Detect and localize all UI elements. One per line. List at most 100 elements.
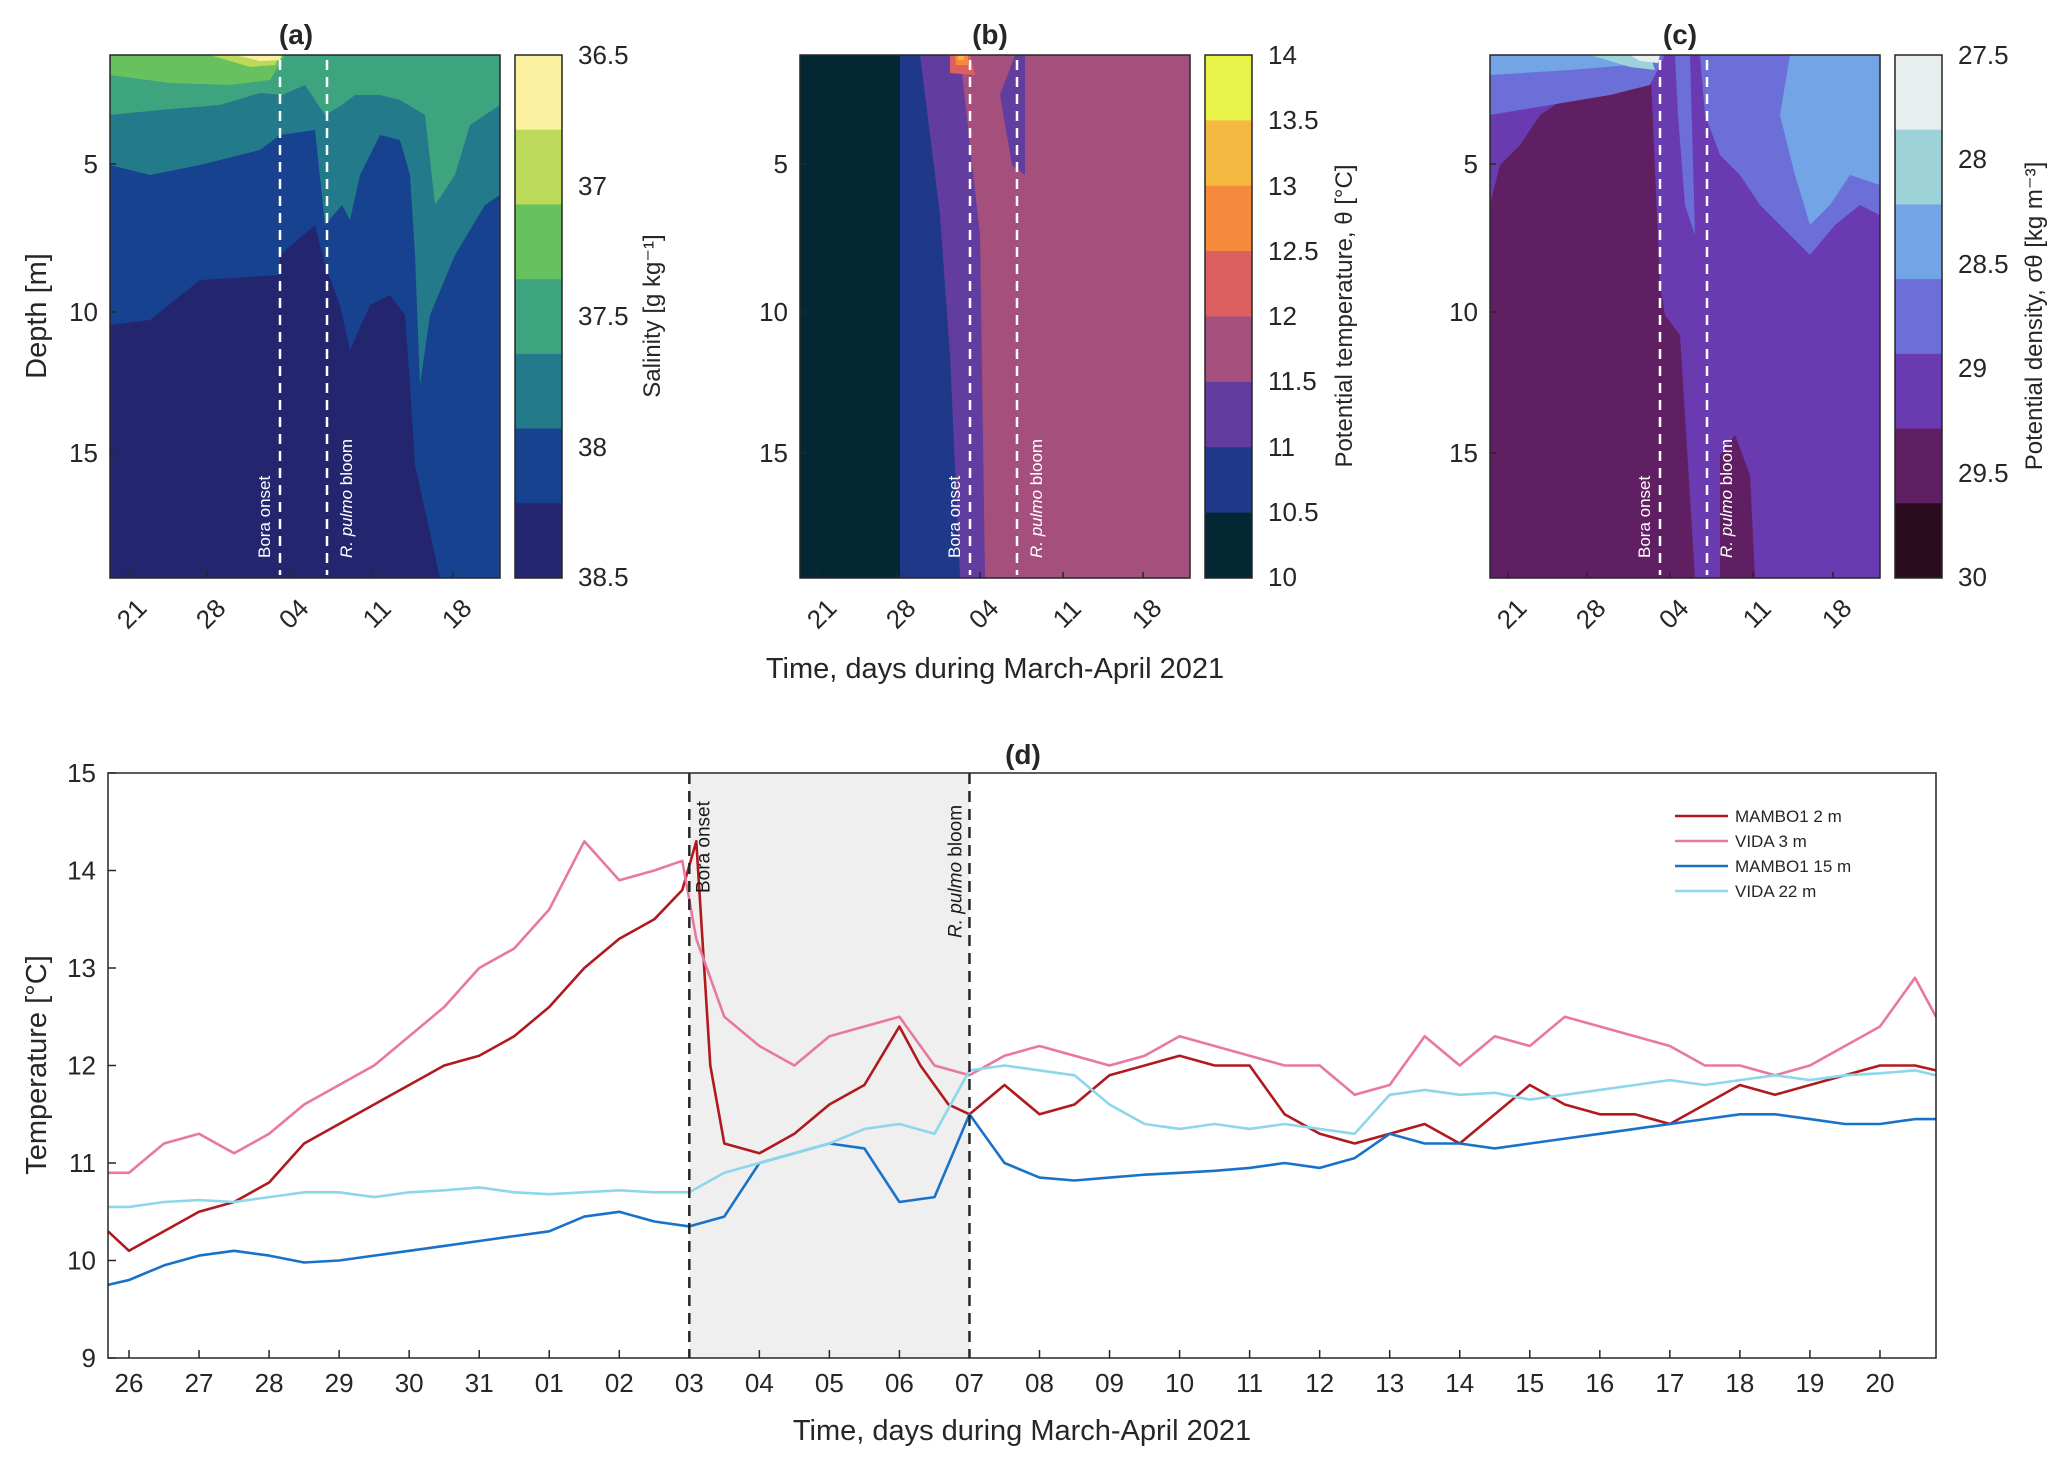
series-line-2 <box>107 1113 1936 1287</box>
panel-a-ylabel: Depth [m] <box>21 253 53 379</box>
cbar-b-tick-0: 14 <box>1268 40 1297 70</box>
cbar-b-tick-7: 10.5 <box>1268 497 1319 527</box>
panel-d-xticks: 26 27 28 29 30 31 01 02 03 04 05 06 07 08 09 10 11 12 13 14… <box>115 1350 1895 1398</box>
colorbar-band <box>515 503 562 579</box>
cbar-b-tick-1: 13.5 <box>1268 105 1319 135</box>
xtick-label: 17 <box>1655 1368 1684 1398</box>
cbar-a-tick-4: 38.5 <box>578 562 629 592</box>
cbar-c-tick-5: 30 <box>1958 562 1987 592</box>
xtick-label: 09 <box>1095 1368 1124 1398</box>
panel-b-ytick-15: 15 <box>759 438 788 468</box>
xtick-label: 19 <box>1795 1368 1824 1398</box>
panel-d: (d) Bora onset R. pulmo bloom 9 10 11 12 13 1… <box>21 739 1938 1447</box>
xtick-label: 08 <box>1025 1368 1054 1398</box>
panel-b-ytick-10: 10 <box>759 297 788 327</box>
colorbar-band <box>515 279 562 355</box>
panel-a-ytick-15: 15 <box>69 438 98 468</box>
cbar-b-tick-4: 12 <box>1268 301 1297 331</box>
colorbar-band <box>515 428 562 504</box>
panel-d-bloom-word: bloom <box>945 805 966 862</box>
panel-b-xlabel: Time, days during March-April 2021 <box>766 653 1224 685</box>
xtick-label: 31 <box>465 1368 494 1398</box>
ytick-label: 10 <box>67 1246 96 1276</box>
cbar-b-tick-8: 10 <box>1268 562 1297 592</box>
panel-a-ytick-5: 5 <box>84 149 98 179</box>
panel-c-bloom-species: R. pulmo <box>1717 490 1736 558</box>
cbar-c-tick-0: 27.5 <box>1958 40 2009 70</box>
colorbar-band <box>1205 316 1252 383</box>
cbar-b-tick-6: 11 <box>1268 432 1295 462</box>
cbar-a-tick-2: 37.5 <box>578 301 629 331</box>
panel-c-bora-label: Bora onset <box>1635 476 1654 558</box>
panel-a: (a) 5 10 15 21 28 04 11 18 <box>21 19 666 634</box>
xtick-label: 02 <box>605 1368 634 1398</box>
xtick-label: 15 <box>1515 1368 1544 1398</box>
colorbar-band <box>1205 512 1252 579</box>
cbar-a-tick-0: 36.5 <box>578 40 629 70</box>
xtick-label: 26 <box>115 1368 144 1398</box>
panel-b-title: (b) <box>972 19 1008 50</box>
panel-d-bloom-species: R. pulmo <box>945 862 966 938</box>
cbar-c-tick-1: 28 <box>1958 144 1987 174</box>
xtick-label: 04 <box>745 1368 774 1398</box>
panel-b-bloom-word: bloom <box>1027 439 1046 490</box>
colorbar-band <box>1205 120 1252 187</box>
xtick-label: 16 <box>1585 1368 1614 1398</box>
cbar-b-tick-5: 11.5 <box>1268 366 1317 396</box>
xtick-label: 11 <box>1236 1368 1263 1398</box>
colorbar-band <box>1895 55 1942 131</box>
xtick-label: 10 <box>1165 1368 1194 1398</box>
ytick-label: 14 <box>67 856 96 886</box>
panel-c-ytick-5: 5 <box>1464 149 1478 179</box>
cbar-c-label: Potential density, σθ [kg m⁻³] <box>2021 162 2048 471</box>
panel-a-heatmap <box>110 55 500 578</box>
xtick-label: 29 <box>325 1368 354 1398</box>
ytick-label: 11 <box>69 1148 96 1178</box>
panel-c-title: (c) <box>1663 19 1697 50</box>
panel-d-ylabel: Temperature [°C] <box>21 955 53 1175</box>
panel-b-colorbar: 14 13.5 13 12.5 12 11.5 11 10.5 10 Poten… <box>1204 40 1358 592</box>
panel-d-yticks: 9 10 11 12 13 14 15 <box>67 758 116 1373</box>
panel-d-series <box>107 839 1938 1287</box>
colorbar-band <box>515 55 562 131</box>
xtick-label: 30 <box>395 1368 424 1398</box>
panel-a-bloom-species: R. pulmo <box>337 490 356 558</box>
colorbar-band <box>1205 55 1252 121</box>
cbar-b-tick-2: 13 <box>1268 171 1297 201</box>
panel-c-ytick-15: 15 <box>1449 438 1478 468</box>
cbar-c-tick-3: 29 <box>1958 353 1987 383</box>
colorbar-band <box>1205 251 1252 317</box>
panel-a-bloom-word: bloom <box>337 439 356 490</box>
panel-d-bloom-label: R. pulmo bloom <box>945 805 966 938</box>
panel-d-title: (d) <box>1005 739 1041 770</box>
xtick-label: 27 <box>185 1368 214 1398</box>
xtick-label: 05 <box>815 1368 844 1398</box>
ytick-label: 9 <box>82 1343 96 1373</box>
panel-c-bloom-label: R. pulmo bloom <box>1717 439 1736 558</box>
panel-d-legend: MAMBO1 2 m VIDA 3 m MAMBO1 15 m VIDA 22 … <box>1665 795 1915 913</box>
xtick-label: 03 <box>675 1368 704 1398</box>
colorbar-band <box>515 129 562 205</box>
cbar-a-label: Salinity [g kg⁻¹] <box>639 234 666 397</box>
series-line-3 <box>108 1064 1937 1209</box>
panel-b-bloom-species: R. pulmo <box>1027 490 1046 558</box>
ytick-label: 15 <box>67 758 96 788</box>
cbar-c-tick-2: 28.5 <box>1958 249 2009 279</box>
panel-a-bora-label: Bora onset <box>255 476 274 558</box>
panel-a-colorbar: 36.5 37 37.5 38 38.5 Salinity [g kg⁻¹] <box>514 40 666 592</box>
panel-d-bora-label: Bora onset <box>693 800 714 893</box>
ytick-label: 12 <box>67 1051 96 1081</box>
cbar-c-tick-4: 29.5 <box>1958 458 2009 488</box>
colorbar-band <box>1895 204 1942 280</box>
cbar-a-tick-3: 38 <box>578 432 607 462</box>
panel-c-bloom-word: bloom <box>1717 439 1736 490</box>
colorbar-band <box>1895 428 1942 504</box>
xtick-label: 28 <box>255 1368 284 1398</box>
legend-label-mambo1-2m: MAMBO1 2 m <box>1735 807 1842 826</box>
legend-label-mambo1-15m: MAMBO1 15 m <box>1735 857 1851 876</box>
colorbar-band <box>1895 129 1942 205</box>
cbar-a-tick-1: 37 <box>578 171 607 201</box>
panel-b-ytick-5: 5 <box>774 149 788 179</box>
xtick-label: 20 <box>1866 1368 1895 1398</box>
cbar-b-tick-3: 12.5 <box>1268 236 1319 266</box>
